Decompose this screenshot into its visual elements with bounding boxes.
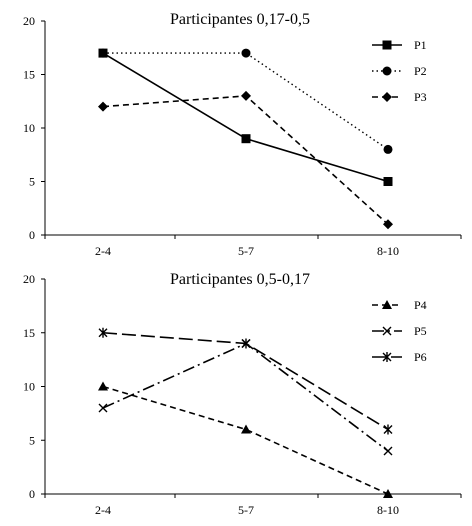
data-point-P4 xyxy=(98,381,108,391)
x-tick-label: 8-10 xyxy=(377,503,399,517)
y-tick-labels: 0 5 10 15 20 xyxy=(23,14,35,242)
chart-title: Participantes 0,5-0,17 xyxy=(170,271,310,288)
legend-marker-P6 xyxy=(382,352,392,362)
y-tick-label: 10 xyxy=(23,380,35,394)
axes xyxy=(41,20,462,239)
y-tick-label: 20 xyxy=(23,272,35,286)
series-group xyxy=(98,48,393,230)
data-point-P1 xyxy=(383,177,393,186)
x-tick-label: 5-7 xyxy=(238,503,254,517)
legend: P4 P5 P6 xyxy=(372,298,427,364)
y-tick-label: 10 xyxy=(23,121,35,135)
legend-marker-P4 xyxy=(382,300,392,309)
chart-panel-top: Participantes 0,17-0,5 0 5 10 15 20 2-4 5-7 8-… xyxy=(23,11,462,258)
series-line-P3 xyxy=(102,95,389,225)
x-tick-label: 2-4 xyxy=(95,244,111,258)
legend-marker-P3 xyxy=(382,92,392,102)
y-tick-label: 15 xyxy=(23,326,35,340)
legend-label: P6 xyxy=(414,350,427,364)
y-tick-label: 5 xyxy=(29,433,35,447)
legend-marker-P2 xyxy=(382,66,392,76)
series-line-P5 xyxy=(102,342,389,452)
legend-label: P5 xyxy=(414,324,427,338)
x-tick-label: 5-7 xyxy=(238,244,254,258)
data-point-P1 xyxy=(241,134,251,144)
legend-label: P1 xyxy=(414,38,427,52)
y-tick-label: 0 xyxy=(29,228,35,242)
data-point-P6 xyxy=(383,424,393,435)
legend-marker-P5 xyxy=(382,326,392,336)
data-point-P3 xyxy=(98,101,108,112)
legend-label: P2 xyxy=(414,64,427,78)
y-tick-label: 15 xyxy=(23,68,35,82)
legend-label: P3 xyxy=(414,90,427,104)
x-tick-label: 8-10 xyxy=(377,244,399,258)
data-point-P4 xyxy=(241,424,251,434)
chart-title: Participantes 0,17-0,5 xyxy=(170,11,310,28)
legend-label: P4 xyxy=(414,298,427,312)
legend-marker-P1 xyxy=(382,40,392,50)
y-tick-label: 20 xyxy=(23,14,35,28)
data-point-P5 xyxy=(383,446,393,456)
series-line-P1 xyxy=(102,52,389,183)
chart-panel-bottom: Participantes 0,5-0,17 0 5 10 15 20 2-4 5-7 8-… xyxy=(23,271,462,517)
data-point-P5 xyxy=(98,403,108,413)
y-tick-label: 0 xyxy=(29,487,35,501)
data-point-P3 xyxy=(241,90,251,101)
series-line-P2 xyxy=(103,52,389,150)
data-point-P2 xyxy=(241,48,251,58)
x-tick-label: 2-4 xyxy=(95,503,111,517)
y-tick-labels: 0 5 10 15 20 xyxy=(23,272,35,501)
axes xyxy=(41,278,462,498)
data-point-P4 xyxy=(383,489,393,498)
x-tick-labels: 2-4 5-7 8-10 xyxy=(95,503,399,517)
data-point-P6 xyxy=(98,327,108,338)
series-group xyxy=(98,327,393,498)
data-point-P3 xyxy=(383,219,393,230)
data-point-P2 xyxy=(98,48,108,58)
legend: P1 P2 P3 xyxy=(372,38,427,104)
y-tick-label: 5 xyxy=(29,175,35,189)
x-tick-labels: 2-4 5-7 8-10 xyxy=(95,244,399,258)
data-point-P6 xyxy=(241,338,251,349)
data-point-P2 xyxy=(383,144,393,154)
series-line-P4 xyxy=(102,385,389,495)
